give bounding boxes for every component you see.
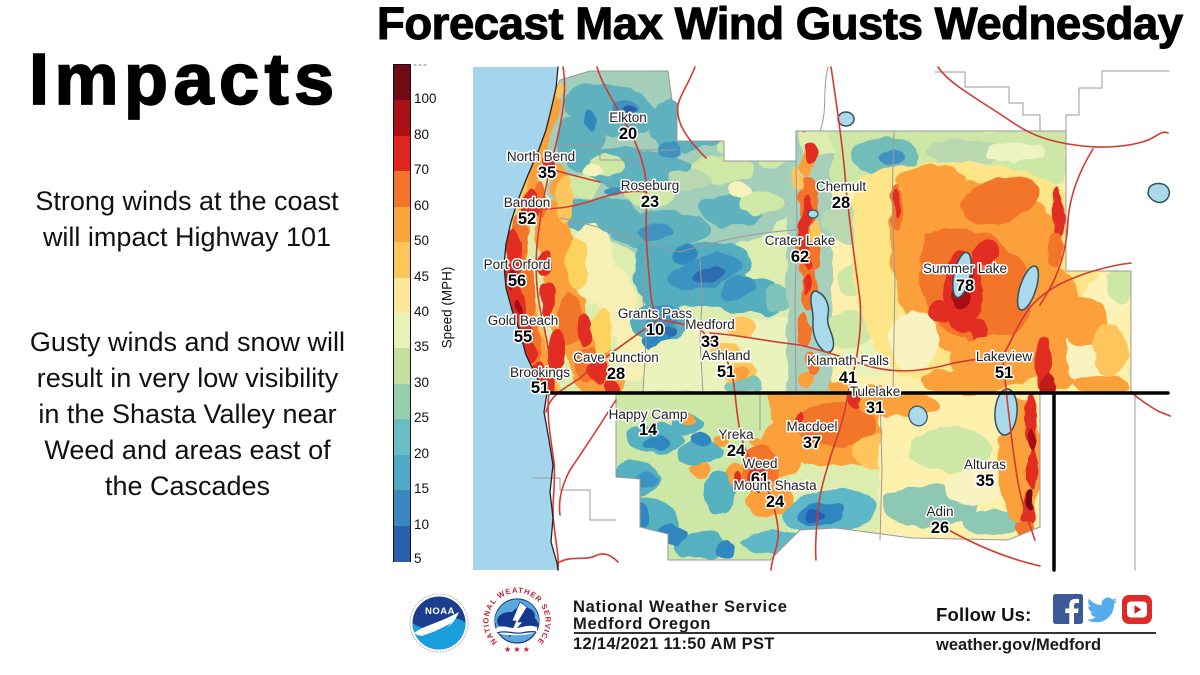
svg-text:20: 20 [619,125,637,143]
svg-text:Summer Lake: Summer Lake [923,261,1007,276]
svg-text:52: 52 [518,210,536,228]
svg-text:24: 24 [727,442,746,460]
svg-text:Alturas: Alturas [964,457,1006,472]
svg-text:Bandon: Bandon [504,195,551,210]
svg-text:28: 28 [832,194,850,212]
svg-text:Macdoel: Macdoel [786,419,837,434]
svg-text:23: 23 [641,193,659,211]
svg-text:37: 37 [803,434,821,452]
svg-text:Ashland: Ashland [702,348,751,363]
svg-text:Happy Camp: Happy Camp [609,407,688,422]
svg-text:35: 35 [538,164,556,182]
svg-text:10: 10 [646,321,664,339]
svg-text:41: 41 [839,369,857,387]
svg-text:56: 56 [508,272,526,290]
svg-text:55: 55 [514,328,532,346]
svg-text:28: 28 [607,365,625,383]
svg-text:35: 35 [976,472,994,490]
svg-text:Mount Shasta: Mount Shasta [733,478,817,493]
svg-text:Port Orford: Port Orford [484,257,551,272]
svg-text:62: 62 [791,248,809,266]
svg-text:14: 14 [639,421,658,439]
svg-text:Weed: Weed [742,456,777,471]
svg-text:78: 78 [956,277,974,295]
svg-text:★ ★ ★: ★ ★ ★ [504,645,530,654]
svg-text:Cave Junction: Cave Junction [573,350,659,365]
svg-text:Medford: Medford [685,317,735,332]
svg-text:Grants Pass: Grants Pass [618,306,693,321]
svg-text:Yreka: Yreka [718,427,754,442]
svg-text:Roseburg: Roseburg [621,178,680,193]
svg-text:Elkton: Elkton [609,110,647,125]
svg-text:26: 26 [931,519,949,537]
svg-text:51: 51 [995,364,1013,382]
svg-text:Klamath Falls: Klamath Falls [807,353,889,368]
svg-text:Gold Beach: Gold Beach [488,313,559,328]
svg-text:NOAA: NOAA [425,606,455,617]
svg-text:Adin: Adin [926,504,953,519]
svg-text:31: 31 [866,399,884,417]
svg-text:Lakeview: Lakeview [976,349,1033,364]
svg-text:Tulelake: Tulelake [850,384,901,399]
svg-text:North Bend: North Bend [507,149,575,164]
svg-text:51: 51 [531,379,549,397]
svg-text:Crater Lake: Crater Lake [765,233,836,248]
svg-text:33: 33 [701,333,719,351]
svg-text:Brookings: Brookings [510,365,570,380]
svg-text:Chemult: Chemult [816,179,867,194]
svg-text:51: 51 [717,363,735,381]
svg-text:24: 24 [766,493,785,511]
svg-text:61: 61 [751,470,769,488]
